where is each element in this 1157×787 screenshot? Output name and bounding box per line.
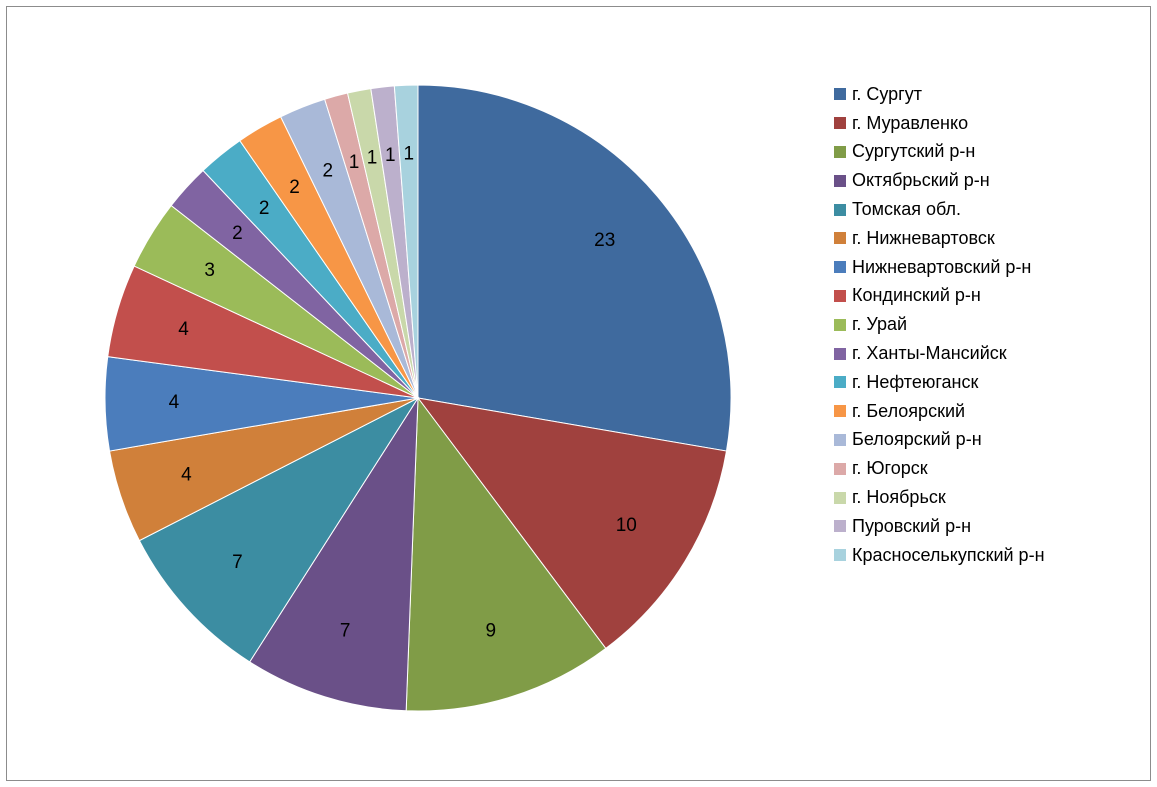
legend-item: г. Ноябрьск	[834, 483, 1045, 512]
legend-item: Белоярский р-н	[834, 426, 1045, 455]
legend-label: г. Нижневартовск	[852, 227, 995, 248]
pie-slice	[248, 396, 419, 712]
legend-swatch	[834, 88, 846, 101]
data-label: 9	[486, 621, 497, 642]
data-label: 7	[232, 552, 243, 573]
legend-item: Томская обл.	[834, 195, 1045, 224]
legend-item: Кондинский р-н	[834, 282, 1045, 311]
data-label: 7	[340, 621, 351, 642]
legend-swatch	[834, 289, 846, 302]
data-label: 4	[178, 319, 189, 340]
legend-label: Нижневартовский р-н	[852, 256, 1032, 277]
data-label: 2	[323, 161, 334, 182]
legend-label: г. Югорск	[852, 458, 928, 479]
legend-label: Октябрьский р-н	[852, 170, 990, 191]
legend-item: Октябрьский р-н	[834, 166, 1045, 195]
data-label: 1	[404, 144, 415, 165]
legend-swatch	[834, 203, 846, 216]
legend-swatch	[834, 347, 846, 360]
legend-label: Томская обл.	[852, 199, 962, 220]
legend-item: г. Сургут	[834, 80, 1045, 109]
legend-swatch	[834, 117, 846, 130]
data-label: 2	[259, 198, 270, 219]
legend-label: г. Урай	[852, 314, 908, 335]
legend-item: г. Югорск	[834, 454, 1045, 483]
pie-slice	[393, 84, 419, 399]
legend-swatch	[834, 145, 846, 158]
legend-swatch	[834, 174, 846, 187]
data-label: 4	[169, 392, 180, 413]
legend-item: г. Ханты-Мансийск	[834, 339, 1045, 368]
data-label: 2	[232, 223, 243, 244]
legend-swatch	[834, 232, 846, 245]
data-label: 1	[385, 145, 396, 166]
legend-label: г. Нефтеюганск	[852, 371, 979, 392]
legend-label: Красноселькупский р-н	[852, 544, 1045, 565]
legend-item: Сургутский р-н	[834, 138, 1045, 167]
legend-swatch	[834, 376, 846, 389]
legend-item: г. Муравленко	[834, 109, 1045, 138]
legend-label: г. Ноябрьск	[852, 487, 946, 508]
legend-swatch	[834, 462, 846, 475]
data-label: 1	[367, 148, 378, 169]
pie-slice	[405, 396, 607, 712]
legend-swatch	[834, 433, 846, 446]
data-label: 2	[289, 177, 300, 198]
pie-slice	[416, 397, 728, 650]
legend-label: Кондинский р-н	[852, 285, 981, 306]
legend-swatch	[834, 405, 846, 418]
legend-item: Красноселькупский р-н	[834, 541, 1045, 570]
legend-label: Белоярский р-н	[852, 429, 982, 450]
legend-label: Сургутский р-н	[852, 141, 976, 162]
data-label: 4	[181, 465, 192, 486]
legend: г. Сургут г. Муравленко Сургутский р-н Октя…	[834, 80, 1045, 570]
legend-swatch	[834, 520, 846, 533]
data-label: 23	[594, 230, 615, 251]
legend-swatch	[834, 261, 846, 274]
legend-item: г. Нижневартовск	[834, 224, 1045, 253]
legend-item: г. Белоярский	[834, 397, 1045, 426]
legend-swatch	[834, 549, 846, 562]
pie-slice	[138, 396, 420, 663]
legend-label: г. Муравленко	[852, 112, 969, 133]
legend-label: Пуровский р-н	[852, 515, 972, 536]
data-label: 1	[349, 152, 360, 173]
legend-item: г. Нефтеюганск	[834, 368, 1045, 397]
legend-label: г. Ханты-Мансийск	[852, 343, 1007, 364]
data-label: 10	[616, 515, 637, 536]
legend-label: г. Сургут	[852, 83, 922, 104]
legend-swatch	[834, 491, 846, 504]
legend-label: г. Белоярский	[852, 400, 966, 421]
legend-item: Нижневартовский р-н	[834, 253, 1045, 282]
legend-item: Пуровский р-н	[834, 512, 1045, 541]
data-label: 3	[204, 260, 215, 281]
legend-item: г. Урай	[834, 310, 1045, 339]
pie-slice	[417, 84, 732, 452]
legend-swatch	[834, 318, 846, 331]
